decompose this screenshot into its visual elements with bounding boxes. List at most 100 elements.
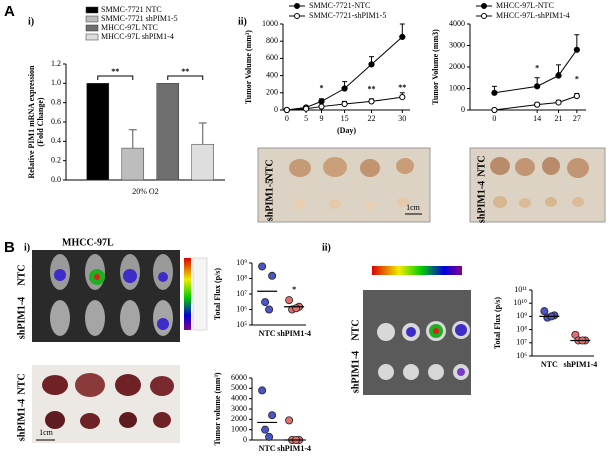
y-tick-label: 0.2	[51, 155, 61, 164]
tissue-photo	[32, 365, 180, 443]
y-tick-label: 2000	[449, 62, 465, 71]
y-tick-label: 10⁹	[516, 311, 527, 320]
series-line	[494, 95, 578, 111]
y-tick-label: 0	[461, 105, 465, 114]
y-tick-label: 4000	[231, 393, 247, 402]
significance-bracket	[97, 75, 134, 80]
x-tick-label: 20% O2	[132, 187, 158, 196]
y-tick-label: 10⁹	[236, 258, 247, 267]
series-line	[494, 49, 578, 94]
y-tick-label: 1000	[449, 83, 465, 92]
point	[261, 425, 270, 434]
x-tick-label: shPIM1-4	[563, 360, 597, 369]
significance-label: *	[343, 85, 347, 94]
legend-swatch	[85, 33, 99, 41]
x-tick-label: 21	[555, 114, 563, 123]
cell-line-label: MHCC-97L	[62, 237, 114, 248]
point	[261, 298, 270, 307]
point	[283, 106, 290, 114]
y-tick-label: 3000	[449, 40, 465, 49]
point	[399, 94, 406, 101]
panel-letter: B	[4, 239, 15, 256]
x-tick-label: shPIM1-4	[277, 329, 311, 338]
y-tick-label: 4000	[449, 19, 465, 28]
group-label: NTC	[264, 159, 275, 180]
y-tick-label: 800	[266, 36, 278, 45]
legend-label: SMMC-7721-shPIM1-5	[309, 11, 386, 20]
point	[341, 100, 348, 108]
imaging-photo	[363, 266, 471, 395]
x-tick-label: NTC	[259, 329, 276, 338]
point	[573, 92, 580, 100]
point	[540, 307, 549, 316]
panel-letter: A	[4, 3, 15, 20]
point	[258, 262, 267, 271]
y-tick-label: 0.0	[51, 175, 61, 184]
y-tick-label: 10⁸	[516, 324, 527, 333]
y-tick-label: 0.6	[51, 117, 61, 126]
point	[302, 105, 310, 112]
y-tick-label: 0	[243, 435, 247, 444]
significance-label: **	[398, 83, 406, 92]
y-tick-label: 5000	[231, 383, 247, 392]
significance-label: **	[368, 85, 376, 94]
point	[491, 106, 498, 114]
series-line	[286, 36, 403, 111]
y-tick-label: 10⁷	[516, 338, 527, 347]
point	[318, 98, 325, 105]
x-tick-label: NTC	[259, 444, 276, 453]
point	[368, 61, 375, 68]
point	[555, 99, 562, 106]
point	[368, 98, 375, 105]
point	[318, 103, 325, 110]
y-tick-label: 0	[274, 105, 278, 114]
point	[285, 296, 294, 305]
x-tick-label: NTC	[541, 360, 558, 369]
significance-label: **	[181, 67, 189, 76]
y-tick-label: 1.0	[51, 78, 61, 87]
y-tick-label: 10⁶	[236, 304, 247, 313]
point	[491, 89, 498, 96]
x-tick-label: 15	[341, 114, 349, 123]
panel-label: i)	[28, 16, 34, 27]
y-tick-label: 10⁵	[236, 320, 247, 329]
y-axis-label: Total Flux (p/s)	[493, 297, 502, 349]
x-tick-label: shPIM1-4	[277, 444, 311, 453]
tumor-photo	[469, 147, 606, 223]
x-tick-label: 22	[368, 114, 376, 123]
legend-swatch	[85, 6, 99, 14]
legend-label: SMMC-7721-NTC	[309, 1, 370, 10]
y-tick-label: 6000	[231, 373, 247, 382]
y-tick-label: 10¹¹	[514, 285, 527, 294]
point	[268, 271, 277, 280]
x-tick-label: 5	[304, 114, 308, 123]
x-tick-label: 14	[533, 114, 541, 123]
legend-marker	[294, 13, 300, 19]
legend-label: SMMC-7721 NTC	[101, 5, 162, 14]
group-label: NTC	[16, 373, 27, 394]
point	[268, 411, 277, 420]
y-tick-label: 400	[266, 70, 278, 79]
series-line	[286, 96, 403, 111]
point	[341, 85, 348, 92]
x-tick-label: 9	[319, 114, 323, 123]
bar	[191, 143, 214, 181]
y-axis-label: (Fold Change)	[36, 97, 45, 146]
significance-label: *	[319, 84, 323, 93]
significance-label: *	[535, 64, 539, 73]
point	[555, 72, 562, 79]
y-axis-label: Tumor Volume (mm³)	[244, 30, 253, 104]
y-tick-label: 1000	[231, 424, 247, 433]
scale-label: 1cm	[406, 203, 421, 212]
y-tick-label: 10⁷	[236, 289, 247, 298]
y-axis-label: Tumor volume (mm³)	[213, 372, 222, 445]
group-label: NTC	[350, 319, 361, 340]
scale-label: 1cm	[39, 428, 54, 437]
group-label: shPIM1-4	[350, 351, 361, 393]
y-tick-label: 600	[266, 53, 278, 62]
bar	[121, 147, 145, 181]
point	[399, 33, 406, 41]
y-tick-label: 10¹⁰	[513, 298, 527, 307]
x-tick-label: 0	[285, 114, 289, 123]
tumor-photo	[257, 147, 431, 223]
